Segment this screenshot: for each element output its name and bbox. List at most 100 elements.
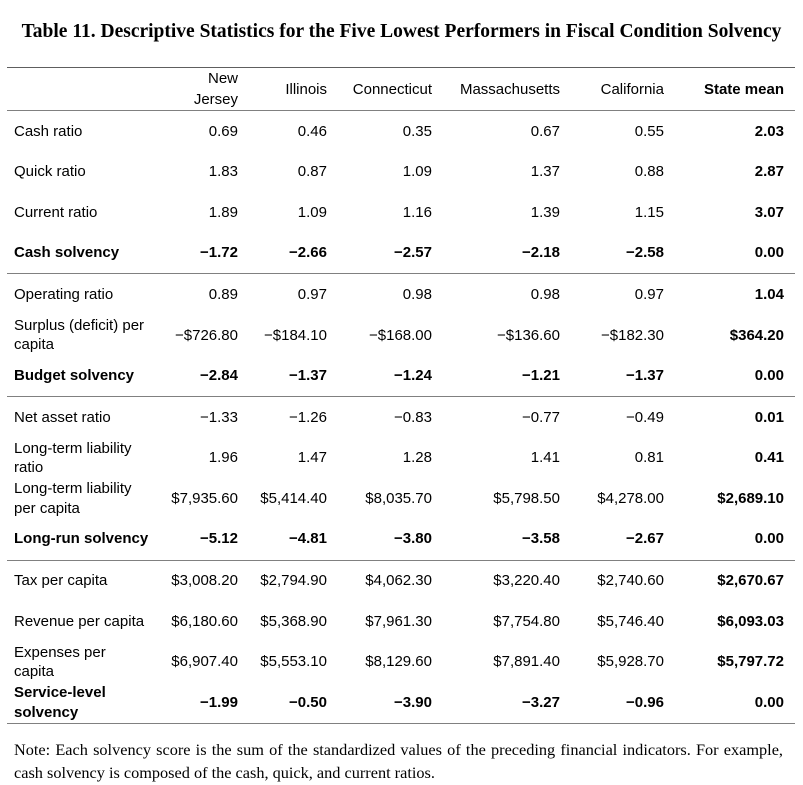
- value-massachusetts: $7,754.80: [493, 612, 560, 630]
- value-massachusetts: 1.37: [530, 163, 560, 181]
- value-california: 1.15: [634, 203, 664, 221]
- col-header-new-jersey: New Jersey: [160, 68, 245, 110]
- row-label-cell: Service-level solvency: [7, 683, 160, 722]
- value-state-mean: 2.03: [754, 122, 784, 140]
- value-massachusetts: 1.39: [530, 203, 560, 221]
- row-tax-per-capita: Tax per capita $3,008.20 $2,794.90 $4,062.3…: [7, 561, 795, 602]
- value-illinois: $5,414.40: [260, 489, 327, 507]
- value-connecticut: 1.28: [402, 449, 432, 467]
- value-massachusetts: 1.41: [530, 449, 560, 467]
- col-header-label: State mean: [703, 80, 784, 98]
- value-illinois: 1.09: [297, 203, 327, 221]
- value-illinois: 0.87: [297, 163, 327, 181]
- table-body: Cash ratio 0.69 0.46 0.35 0.67 0.55 2.03 Quick …: [7, 111, 795, 724]
- row-label-cell: Current ratio: [7, 203, 160, 223]
- value-california: 0.81: [634, 449, 664, 467]
- value-illinois: $5,553.10: [260, 653, 327, 671]
- row-label: Operating ratio: [14, 285, 114, 303]
- row-label: Net asset ratio: [14, 408, 111, 426]
- row-label-cell: Surplus (deficit) per capita: [7, 316, 160, 355]
- value-state-mean: 0.00: [754, 244, 784, 262]
- value-massachusetts: $7,891.40: [493, 653, 560, 671]
- value-massachusetts: −3.27: [522, 693, 560, 711]
- row-long-run-solvency: Long-run solvency −5.12 −4.81 −3.80 −3.58 −2.…: [7, 519, 795, 560]
- row-expenses-per-capita: Expenses per capita $6,907.40 $5,553.10 $8,…: [7, 642, 795, 683]
- header-row: New Jersey Illinois Connecticut Massachu…: [7, 68, 795, 111]
- value-california: $5,746.40: [597, 612, 664, 630]
- value-california: −0.49: [626, 408, 664, 426]
- value-new-jersey: −5.12: [200, 530, 238, 548]
- row-quick-ratio: Quick ratio 1.83 0.87 1.09 1.37 0.88 2.87: [7, 152, 795, 193]
- row-revenue-per-capita: Revenue per capita $6,180.60 $5,368.90 $7,9…: [7, 601, 795, 642]
- value-california: −2.67: [626, 530, 664, 548]
- value-connecticut: −3.90: [394, 693, 432, 711]
- row-long-term-liability-per-capita: Long-term liability per capita $7,935.60 $…: [7, 478, 795, 519]
- value-connecticut: 0.35: [402, 122, 432, 140]
- row-budget-solvency: Budget solvency −2.84 −1.37 −1.24 −1.21 −1.37…: [7, 356, 795, 397]
- value-massachusetts: $3,220.40: [493, 572, 560, 590]
- row-label: Cash ratio: [14, 122, 83, 140]
- value-massachusetts: 0.67: [530, 122, 560, 140]
- value-massachusetts: −0.77: [522, 408, 560, 426]
- value-state-mean: $2,670.67: [717, 572, 784, 590]
- value-state-mean: 2.87: [754, 163, 784, 181]
- row-long-term-liability-ratio: Long-term liability ratio 1.96 1.47 1.28 1.4…: [7, 438, 795, 479]
- row-label: Revenue per capita: [14, 612, 145, 630]
- row-label-cell: Long-term liability ratio: [7, 439, 160, 478]
- value-connecticut: −1.24: [394, 367, 432, 385]
- row-label-cell: Cash ratio: [7, 122, 160, 142]
- value-illinois: 1.47: [297, 449, 327, 467]
- value-state-mean: 0.00: [754, 530, 784, 548]
- value-california: −2.58: [626, 244, 664, 262]
- value-state-mean: $5,797.72: [717, 653, 784, 671]
- row-label: Expenses per capita: [14, 643, 106, 681]
- row-label: Budget solvency: [14, 367, 135, 385]
- value-massachusetts: −3.58: [522, 530, 560, 548]
- row-label-cell: Quick ratio: [7, 162, 160, 182]
- value-new-jersey: $6,907.40: [171, 653, 238, 671]
- value-california: −0.96: [626, 693, 664, 711]
- row-group: Net asset ratio −1.33 −1.26 −0.83 −0.77 −0.49…: [7, 397, 795, 561]
- row-label: Long-run solvency: [14, 530, 149, 548]
- value-new-jersey: $7,935.60: [171, 489, 238, 507]
- value-new-jersey: 1.83: [208, 163, 238, 181]
- value-connecticut: 1.16: [402, 203, 432, 221]
- value-connecticut: −$168.00: [369, 326, 432, 344]
- value-massachusetts: −1.21: [522, 367, 560, 385]
- value-connecticut: $8,035.70: [365, 489, 432, 507]
- row-label-cell: Expenses per capita: [7, 643, 160, 682]
- col-header-state-mean: State mean: [671, 79, 795, 100]
- value-illinois: −4.81: [289, 530, 327, 548]
- row-label: Quick ratio: [14, 163, 86, 181]
- value-new-jersey: $6,180.60: [171, 612, 238, 630]
- value-state-mean: 3.07: [754, 203, 784, 221]
- value-california: −$182.30: [601, 326, 664, 344]
- value-new-jersey: $3,008.20: [171, 572, 238, 590]
- value-new-jersey: 0.89: [208, 285, 238, 303]
- row-label: Service-level solvency: [14, 684, 106, 721]
- value-california: $4,278.00: [597, 489, 664, 507]
- value-illinois: −2.66: [289, 244, 327, 262]
- row-label: Surplus (deficit) per capita: [14, 316, 145, 354]
- row-label-cell: Budget solvency: [7, 366, 160, 386]
- value-connecticut: $7,961.30: [365, 612, 432, 630]
- value-connecticut: $4,062.30: [365, 572, 432, 590]
- value-connecticut: −0.83: [394, 408, 432, 426]
- row-surplus-deficit-per-capita: Surplus (deficit) per capita −$726.80 −$18…: [7, 315, 795, 356]
- value-state-mean: 0.41: [754, 449, 784, 467]
- row-label-cell: Tax per capita: [7, 571, 160, 591]
- value-illinois: $5,368.90: [260, 612, 327, 630]
- row-label-cell: Operating ratio: [7, 285, 160, 305]
- value-connecticut: 1.09: [402, 163, 432, 181]
- value-massachusetts: −2.18: [522, 244, 560, 262]
- value-new-jersey: −2.84: [200, 367, 238, 385]
- row-operating-ratio: Operating ratio 0.89 0.97 0.98 0.98 0.97 1.04: [7, 274, 795, 315]
- value-state-mean: 0.00: [754, 367, 784, 385]
- value-connecticut: −3.80: [394, 530, 432, 548]
- value-california: $5,928.70: [597, 653, 664, 671]
- value-new-jersey: 1.96: [208, 449, 238, 467]
- value-massachusetts: 0.98: [530, 285, 560, 303]
- value-california: −1.37: [626, 367, 664, 385]
- col-header-label: Illinois: [285, 80, 327, 98]
- value-state-mean: 0.00: [754, 693, 784, 711]
